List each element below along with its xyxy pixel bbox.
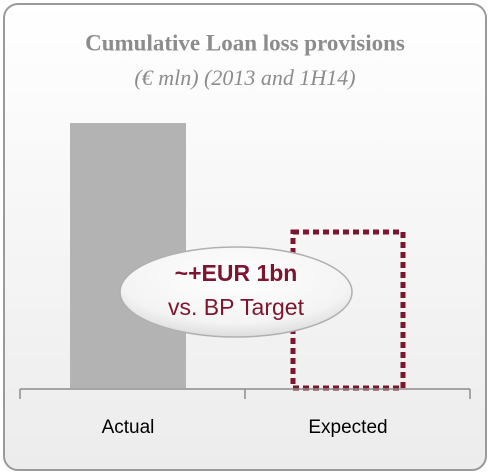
x-tick-label: Actual	[102, 417, 155, 438]
annotation: vs. BP Target	[168, 294, 305, 320]
callout	[119, 246, 353, 338]
chart-subtitle: (€ mln) (2013 and 1H14)	[134, 65, 355, 90]
chart-title: Cumulative Loan loss provisions	[85, 30, 405, 55]
x-tick-label: Expected	[308, 417, 387, 438]
annotation: ~+EUR 1bn	[175, 260, 298, 286]
